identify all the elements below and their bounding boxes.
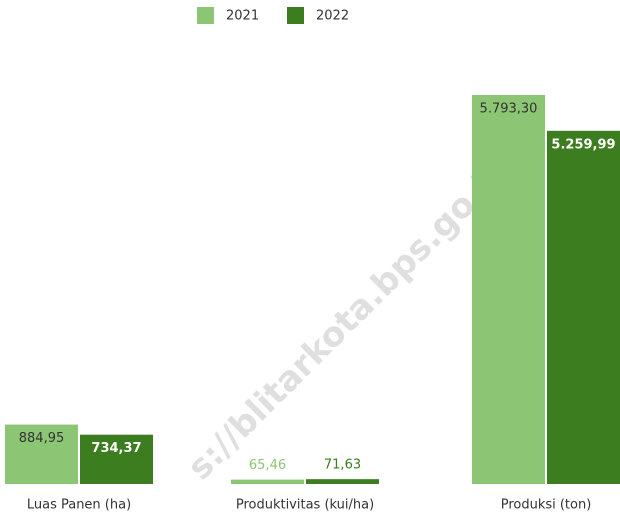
- bar: [231, 479, 304, 484]
- x-tick-label: Produksi (ton): [501, 498, 592, 513]
- bar: [80, 434, 153, 484]
- bar: [5, 424, 78, 484]
- x-tick-label: Produktivitas (kui/ha): [236, 498, 374, 513]
- bar: [547, 130, 620, 484]
- data-label: 71,63: [324, 458, 361, 473]
- bar: [472, 95, 545, 484]
- data-label: 884,95: [19, 431, 65, 446]
- legend-swatch: [287, 7, 304, 24]
- data-label: 5.259,99: [551, 137, 615, 152]
- legend-swatch: [197, 7, 214, 24]
- data-label: 734,37: [91, 441, 141, 456]
- bar: [306, 479, 379, 484]
- legend-label: 2021: [226, 9, 259, 24]
- data-label: 5.793,30: [480, 102, 538, 117]
- watermark: s://blitarkota.bps.go.id: [180, 150, 518, 488]
- data-label: 65,46: [249, 458, 286, 473]
- legend-label: 2022: [316, 9, 349, 24]
- x-tick-label: Luas Panen (ha): [27, 498, 131, 513]
